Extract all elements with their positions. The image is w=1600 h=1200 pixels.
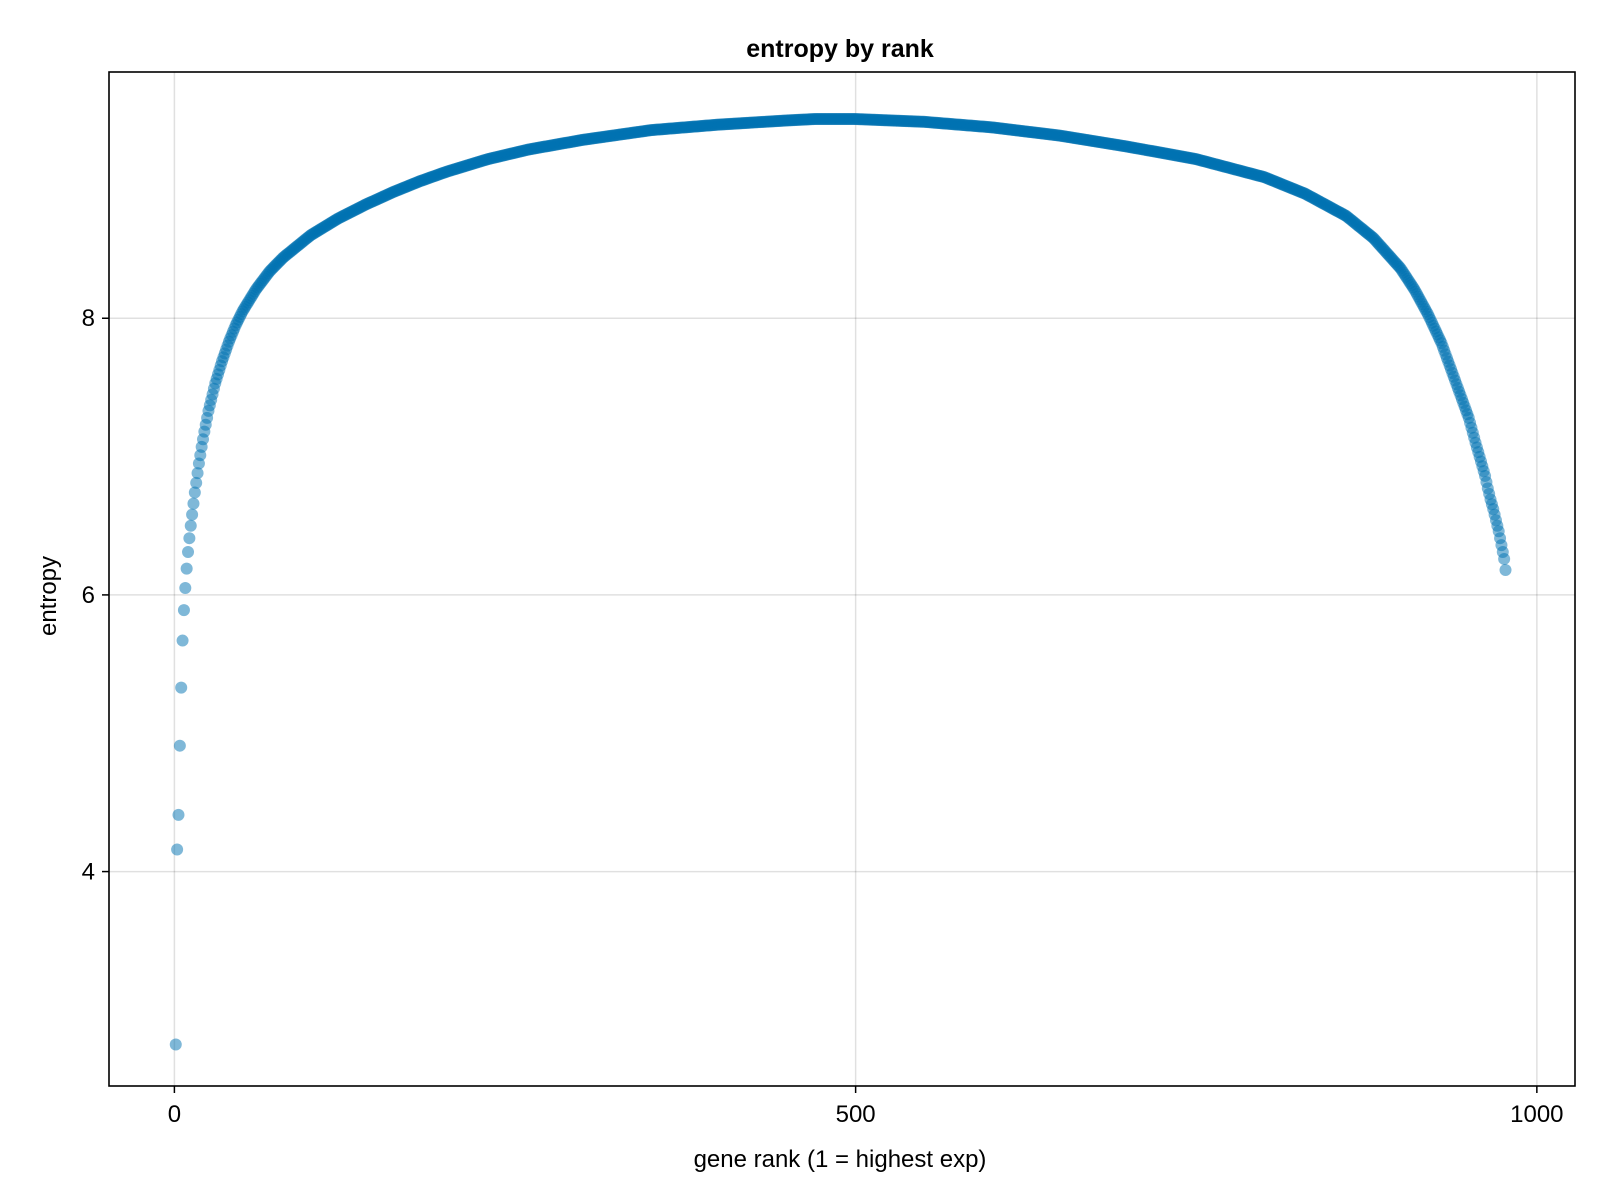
y-tick-label: 4 bbox=[82, 859, 95, 886]
x-axis-ticks: 0 500 1000 bbox=[168, 1086, 1564, 1128]
chart-title: entropy by rank bbox=[746, 35, 934, 63]
data-point bbox=[171, 843, 184, 856]
data-point bbox=[180, 562, 193, 575]
plot-frame bbox=[108, 71, 1576, 1087]
data-point bbox=[177, 604, 190, 617]
y-axis-ticks: 4 6 8 bbox=[82, 305, 109, 886]
data-point bbox=[169, 1038, 182, 1051]
y-axis-label: entropy bbox=[35, 556, 62, 636]
x-tick-label: 500 bbox=[836, 1101, 876, 1128]
data-point bbox=[182, 546, 195, 559]
data-point bbox=[190, 476, 203, 489]
y-tick-label: 8 bbox=[82, 305, 95, 332]
y-tick-label: 6 bbox=[82, 582, 95, 609]
data-point bbox=[176, 634, 189, 647]
data-point bbox=[183, 532, 196, 545]
x-tick-label: 1000 bbox=[1510, 1101, 1563, 1128]
x-axis-label: gene rank (1 = highest exp) bbox=[694, 1146, 987, 1173]
data-point bbox=[187, 497, 200, 510]
data-point bbox=[188, 486, 201, 499]
data-point bbox=[172, 808, 185, 821]
data-point bbox=[186, 508, 199, 521]
grid-lines bbox=[109, 72, 1575, 1086]
data-point bbox=[1498, 552, 1511, 565]
x-tick-label: 0 bbox=[168, 1101, 181, 1128]
data-point bbox=[191, 467, 204, 480]
data-point bbox=[173, 739, 186, 752]
data-point bbox=[179, 581, 192, 594]
data-point bbox=[1499, 564, 1512, 577]
data-point bbox=[184, 519, 197, 532]
data-point bbox=[175, 681, 188, 694]
data-points bbox=[169, 113, 1512, 1051]
